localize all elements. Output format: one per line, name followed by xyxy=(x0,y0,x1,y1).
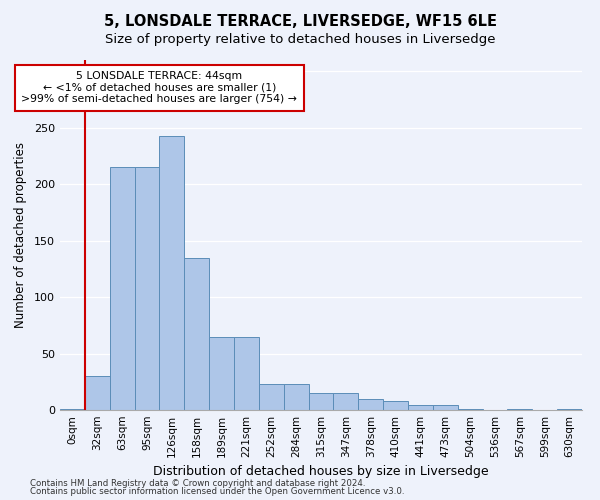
Text: Contains HM Land Registry data © Crown copyright and database right 2024.: Contains HM Land Registry data © Crown c… xyxy=(30,478,365,488)
Bar xyxy=(383,401,408,410)
Text: 5 LONSDALE TERRACE: 44sqm
← <1% of detached houses are smaller (1)
>99% of semi-: 5 LONSDALE TERRACE: 44sqm ← <1% of detac… xyxy=(22,72,298,104)
Bar xyxy=(259,384,284,410)
Bar xyxy=(110,168,134,410)
Text: Size of property relative to detached houses in Liversedge: Size of property relative to detached ho… xyxy=(105,32,495,46)
Bar xyxy=(358,398,383,410)
Bar xyxy=(184,258,209,410)
Y-axis label: Number of detached properties: Number of detached properties xyxy=(14,142,27,328)
Bar xyxy=(134,168,160,410)
Bar xyxy=(60,409,85,410)
Bar xyxy=(334,393,358,410)
X-axis label: Distribution of detached houses by size in Liversedge: Distribution of detached houses by size … xyxy=(153,466,489,478)
Bar xyxy=(433,406,458,410)
Bar xyxy=(408,406,433,410)
Bar xyxy=(85,376,110,410)
Text: 5, LONSDALE TERRACE, LIVERSEDGE, WF15 6LE: 5, LONSDALE TERRACE, LIVERSEDGE, WF15 6L… xyxy=(104,14,497,29)
Text: Contains public sector information licensed under the Open Government Licence v3: Contains public sector information licen… xyxy=(30,487,404,496)
Bar xyxy=(458,409,482,410)
Bar xyxy=(234,336,259,410)
Bar xyxy=(557,409,582,410)
Bar xyxy=(209,336,234,410)
Bar xyxy=(284,384,308,410)
Bar xyxy=(308,393,334,410)
Bar xyxy=(508,409,532,410)
Bar xyxy=(160,136,184,410)
